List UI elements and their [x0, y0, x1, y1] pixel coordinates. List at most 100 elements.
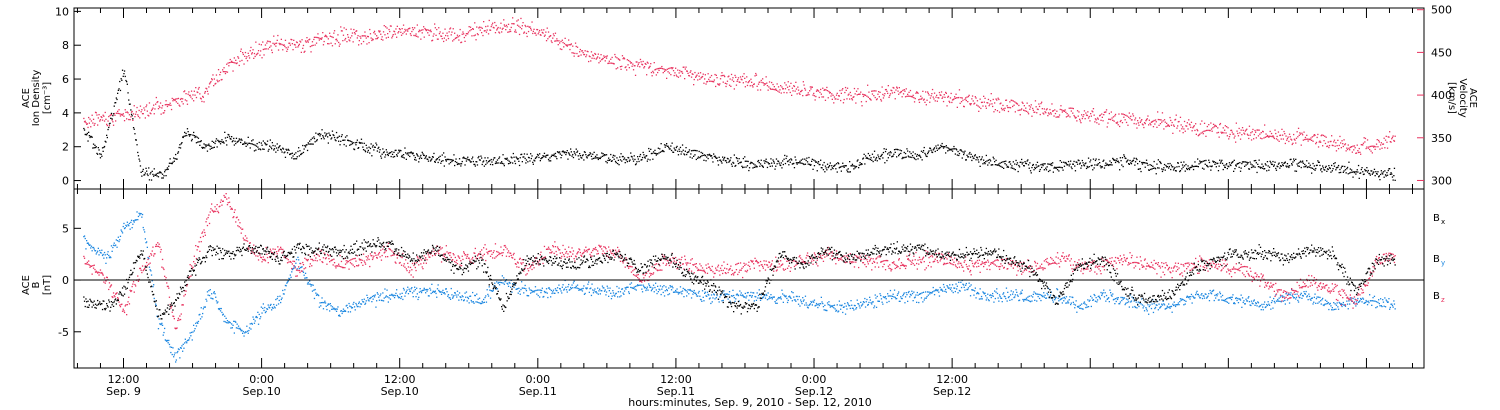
density-point — [677, 154, 680, 156]
density-point — [1007, 166, 1010, 168]
velocity-point — [212, 74, 214, 76]
by-point — [561, 286, 563, 288]
density-point — [670, 149, 673, 152]
velocity-point — [1040, 102, 1042, 105]
velocity-point — [309, 45, 311, 48]
velocity-point — [200, 98, 202, 100]
velocity-point — [403, 31, 405, 33]
velocity-point — [94, 111, 97, 113]
velocity-point — [680, 71, 682, 73]
velocity-point — [165, 100, 167, 102]
by-point — [211, 297, 213, 300]
velocity-point — [157, 101, 159, 103]
by-point — [132, 223, 134, 225]
density-point — [869, 154, 871, 157]
by-point — [503, 283, 505, 285]
velocity-point — [150, 109, 153, 112]
density-point — [898, 155, 900, 157]
velocity-point — [882, 93, 884, 96]
density-point — [1218, 165, 1220, 167]
velocity-point — [824, 99, 827, 101]
by-point — [506, 282, 508, 284]
by-point — [630, 282, 633, 284]
density-point — [803, 163, 805, 166]
by-point — [87, 242, 89, 244]
density-point — [302, 144, 304, 147]
density-point — [507, 159, 509, 161]
velocity-point — [1050, 112, 1052, 114]
by-point — [333, 308, 336, 310]
by-point — [130, 219, 133, 221]
velocity-point — [178, 104, 180, 106]
density-point — [1052, 171, 1054, 173]
density-point — [1157, 167, 1159, 169]
density-point — [605, 160, 607, 163]
by-point — [146, 241, 148, 243]
velocity-point — [482, 34, 484, 37]
by-point — [793, 296, 795, 298]
by-point — [742, 294, 744, 296]
density-point — [615, 162, 617, 164]
velocity-point — [128, 118, 130, 121]
velocity-point — [490, 25, 492, 28]
density-point — [511, 157, 513, 159]
by-point — [389, 298, 392, 300]
velocity-point — [812, 94, 814, 96]
by-point — [777, 298, 779, 300]
density-point — [87, 140, 89, 142]
velocity-point — [492, 26, 494, 29]
density-point — [563, 151, 565, 153]
velocity-point — [649, 65, 651, 67]
velocity-point — [592, 54, 594, 56]
density-point — [133, 128, 135, 130]
velocity-point — [1076, 110, 1079, 112]
velocity-point — [420, 38, 422, 40]
density-point — [1029, 170, 1032, 172]
by-point — [713, 294, 715, 296]
by-point — [670, 289, 673, 291]
velocity-point — [131, 110, 133, 113]
density-point — [1063, 161, 1065, 163]
density-point — [402, 156, 404, 158]
density-point — [339, 144, 341, 146]
velocity-point — [651, 75, 653, 77]
density-point — [1272, 160, 1274, 163]
density-point — [730, 157, 732, 159]
velocity-point — [891, 90, 893, 92]
density-point — [751, 162, 753, 164]
density-point — [83, 129, 86, 131]
velocity-point — [369, 33, 372, 35]
velocity-point — [715, 74, 717, 76]
density-point — [916, 155, 918, 157]
velocity-point — [805, 94, 807, 97]
density-point — [185, 132, 187, 135]
density-point — [416, 153, 418, 155]
velocity-point — [514, 29, 517, 31]
velocity-point — [1172, 132, 1174, 134]
velocity-point — [436, 28, 438, 31]
density-point — [561, 154, 563, 156]
velocity-point — [103, 115, 105, 117]
by-point — [331, 308, 333, 310]
density-point — [199, 140, 202, 143]
velocity-point — [179, 105, 181, 107]
density-point — [570, 148, 572, 150]
by-point — [893, 296, 895, 298]
density-point — [960, 149, 962, 151]
velocity-point — [1085, 114, 1088, 116]
by-point — [498, 281, 500, 283]
density-point — [835, 163, 838, 165]
velocity-point — [1079, 118, 1081, 120]
velocity-point — [844, 86, 847, 89]
velocity-point — [690, 70, 692, 72]
by-point — [789, 296, 791, 298]
velocity-point — [328, 43, 330, 45]
density-point — [1346, 168, 1348, 170]
density-point — [305, 144, 307, 146]
density-point — [723, 158, 725, 160]
velocity-point — [1026, 102, 1028, 104]
density-point — [1186, 168, 1188, 171]
by-point — [203, 306, 205, 308]
velocity-point — [1141, 123, 1144, 125]
velocity-point — [1000, 107, 1003, 109]
